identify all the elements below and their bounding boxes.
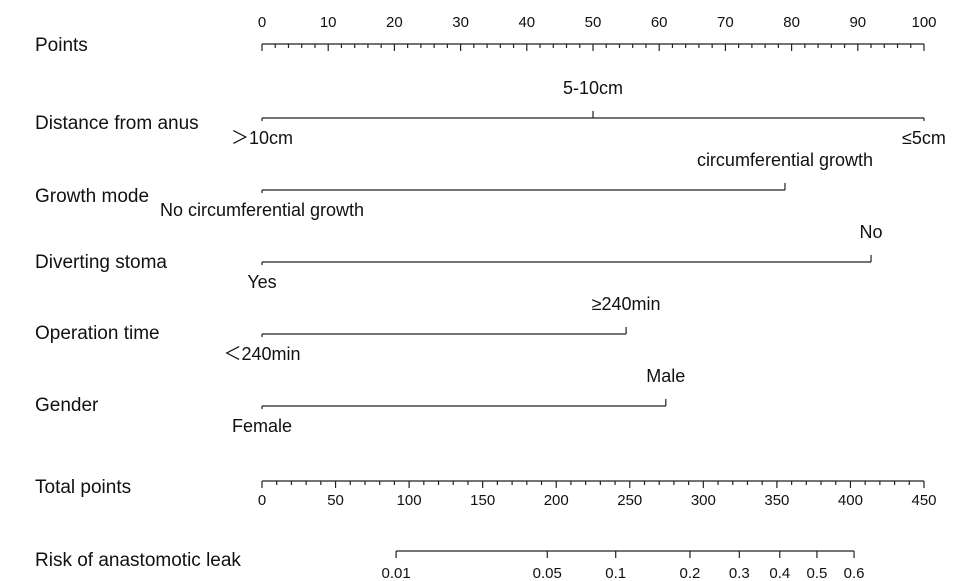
axis-label: Total points [35, 477, 131, 498]
tick-label: 10 [320, 14, 337, 31]
tick-label: 350 [764, 492, 789, 509]
level-label: ≤5cm [902, 128, 946, 148]
tick-label: 50 [327, 492, 344, 509]
tick-label: 0.5 [806, 565, 827, 581]
tick-label: 60 [651, 14, 668, 31]
level-label: No circumferential growth [160, 200, 364, 220]
tick-label: 50 [585, 14, 602, 31]
tick-label: 0.4 [769, 565, 790, 581]
level-label: Male [646, 366, 685, 386]
tick-label: 0 [258, 492, 266, 509]
tick-label: 400 [838, 492, 863, 509]
tick-label: 200 [544, 492, 569, 509]
level-label: No [860, 222, 883, 242]
variable-label: Diverting stoma [35, 252, 167, 273]
tick-label: 80 [783, 14, 800, 31]
level-label: Female [232, 416, 292, 436]
tick-label: 0.1 [605, 565, 626, 581]
tick-label: 100 [397, 492, 422, 509]
tick-label: 0.3 [729, 565, 750, 581]
tick-label: 250 [617, 492, 642, 509]
variable-label: Operation time [35, 323, 160, 344]
tick-label: 70 [717, 14, 734, 31]
tick-label: 0 [258, 14, 266, 31]
level-label: ＞10cm [231, 128, 293, 148]
tick-label: 30 [452, 14, 469, 31]
level-label: ＜240min [223, 344, 300, 364]
variable-label: Distance from anus [35, 113, 199, 134]
tick-label: 150 [470, 492, 495, 509]
tick-label: 300 [691, 492, 716, 509]
level-label: 5-10cm [563, 78, 623, 98]
tick-label: 40 [518, 14, 535, 31]
tick-label: 0.2 [680, 565, 701, 581]
tick-label: 0.01 [382, 565, 411, 581]
level-label: circumferential growth [697, 150, 873, 170]
variable-label: Gender [35, 395, 99, 416]
tick-label: 20 [386, 14, 403, 31]
tick-label: 450 [911, 492, 936, 509]
axis-label: Points [35, 35, 88, 56]
axis-label: Risk of anastomotic leak [35, 550, 241, 571]
level-label: Yes [247, 272, 276, 292]
variable-label: Growth mode [35, 186, 149, 207]
level-label: ≥240min [592, 294, 661, 314]
tick-label: 100 [911, 14, 936, 31]
tick-label: 90 [849, 14, 866, 31]
tick-label: 0.6 [844, 565, 865, 581]
tick-label: 0.05 [533, 565, 562, 581]
